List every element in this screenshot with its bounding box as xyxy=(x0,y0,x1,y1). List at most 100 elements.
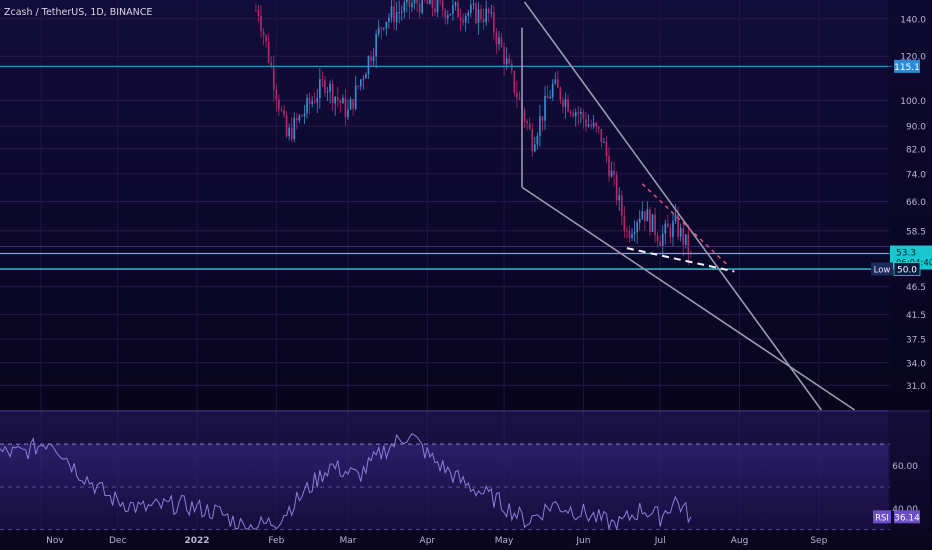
candle-body[interactable] xyxy=(418,3,421,13)
candle-body[interactable] xyxy=(661,233,664,247)
candle-body[interactable] xyxy=(684,234,687,245)
candle-body[interactable] xyxy=(469,4,472,13)
candle-body[interactable] xyxy=(295,117,298,121)
candle-body[interactable] xyxy=(567,98,569,112)
candle-body[interactable] xyxy=(667,223,669,228)
candle-body[interactable] xyxy=(626,230,628,232)
candle-body[interactable] xyxy=(357,85,360,87)
candle-body[interactable] xyxy=(631,234,633,239)
candle-body[interactable] xyxy=(505,58,508,65)
candle-body[interactable] xyxy=(572,112,575,117)
candle-body[interactable] xyxy=(533,144,536,152)
candle-body[interactable] xyxy=(482,19,485,23)
time-axis[interactable]: Nov Dec 2022 Feb Mar Apr May Jun Jul Aug Sep xyxy=(0,530,932,550)
candle-body[interactable] xyxy=(628,231,631,239)
candle-body[interactable] xyxy=(610,170,613,177)
candle-body[interactable] xyxy=(380,27,383,29)
candle-body[interactable] xyxy=(498,37,500,45)
candle-body[interactable] xyxy=(293,117,296,140)
candle-body[interactable] xyxy=(270,62,273,67)
candle-body[interactable] xyxy=(413,0,416,4)
rsi-pane[interactable] xyxy=(0,410,930,531)
price-axis[interactable]: 31.0 34.0 37.5 41.5 46.5 58.5 66.0 74.0 82.0 90.0… xyxy=(871,0,932,550)
candle-body[interactable] xyxy=(569,111,572,113)
candle-body[interactable] xyxy=(633,232,636,235)
candle-body[interactable] xyxy=(436,0,439,13)
candle-body[interactable] xyxy=(306,97,308,114)
candle-body[interactable] xyxy=(577,112,580,114)
candle-body[interactable] xyxy=(347,109,349,118)
candle-body[interactable] xyxy=(344,97,347,118)
candle-body[interactable] xyxy=(590,124,592,127)
candle-body[interactable] xyxy=(615,174,618,201)
candle-body[interactable] xyxy=(359,79,362,87)
candle-body[interactable] xyxy=(679,227,682,237)
candle-body[interactable] xyxy=(605,141,608,157)
candle-body[interactable] xyxy=(272,66,275,90)
candle-body[interactable] xyxy=(551,83,554,98)
candle-body[interactable] xyxy=(275,89,278,100)
candle-body[interactable] xyxy=(342,97,344,104)
candle-body[interactable] xyxy=(564,98,567,107)
candle-body[interactable] xyxy=(411,3,413,8)
candle-body[interactable] xyxy=(352,99,354,109)
candle-body[interactable] xyxy=(280,109,283,111)
candle-body[interactable] xyxy=(449,13,452,16)
candle-body[interactable] xyxy=(592,123,595,127)
candle-body[interactable] xyxy=(574,112,577,117)
candle-body[interactable] xyxy=(613,170,615,175)
candle-body[interactable] xyxy=(382,28,385,30)
candle-body[interactable] xyxy=(329,83,331,92)
candle-body[interactable] xyxy=(398,11,401,13)
candle-body[interactable] xyxy=(308,97,311,105)
candle-body[interactable] xyxy=(370,56,372,62)
candle-body[interactable] xyxy=(649,209,651,232)
dashed-line-white[interactable] xyxy=(626,247,735,273)
candle-body[interactable] xyxy=(580,111,582,114)
candle-body[interactable] xyxy=(603,141,605,143)
candle-body[interactable] xyxy=(656,235,659,242)
candle-body[interactable] xyxy=(416,0,418,4)
candle-body[interactable] xyxy=(326,91,329,93)
candle-body[interactable] xyxy=(608,156,610,177)
candle-body[interactable] xyxy=(388,17,390,22)
candle-body[interactable] xyxy=(536,135,539,145)
candle-body[interactable] xyxy=(375,33,377,57)
candle-body[interactable] xyxy=(457,2,459,18)
candle-body[interactable] xyxy=(459,17,462,20)
candle-body[interactable] xyxy=(429,0,431,4)
candle-body[interactable] xyxy=(454,2,457,6)
candle-body[interactable] xyxy=(544,95,546,121)
candle-body[interactable] xyxy=(467,12,470,16)
candle-body[interactable] xyxy=(526,121,528,124)
candle-body[interactable] xyxy=(672,221,674,238)
candle-body[interactable] xyxy=(406,0,408,3)
candle-body[interactable] xyxy=(446,15,449,19)
candle-body[interactable] xyxy=(556,79,559,88)
candle-body[interactable] xyxy=(439,0,441,1)
candle-body[interactable] xyxy=(493,12,495,33)
candle-body[interactable] xyxy=(523,110,526,122)
candle-body[interactable] xyxy=(367,56,370,74)
candle-body[interactable] xyxy=(390,6,393,18)
candle-body[interactable] xyxy=(349,99,352,110)
candle-body[interactable] xyxy=(319,79,321,99)
trendline-2[interactable] xyxy=(521,186,856,411)
trendline-1[interactable] xyxy=(523,1,823,411)
candle-body[interactable] xyxy=(659,241,662,247)
candle-body[interactable] xyxy=(620,195,623,216)
candle-body[interactable] xyxy=(674,214,677,222)
candle-body[interactable] xyxy=(495,32,498,45)
candle-body[interactable] xyxy=(267,41,270,63)
price-pane[interactable] xyxy=(0,0,892,411)
candle-body[interactable] xyxy=(636,222,638,233)
candle-body[interactable] xyxy=(682,227,685,245)
candle-body[interactable] xyxy=(265,35,267,42)
candle-body[interactable] xyxy=(301,115,303,117)
candle-body[interactable] xyxy=(431,0,434,9)
candle-body[interactable] xyxy=(260,15,262,32)
candle-body[interactable] xyxy=(395,12,398,23)
candle-body[interactable] xyxy=(255,10,257,12)
candle-body[interactable] xyxy=(539,116,541,136)
